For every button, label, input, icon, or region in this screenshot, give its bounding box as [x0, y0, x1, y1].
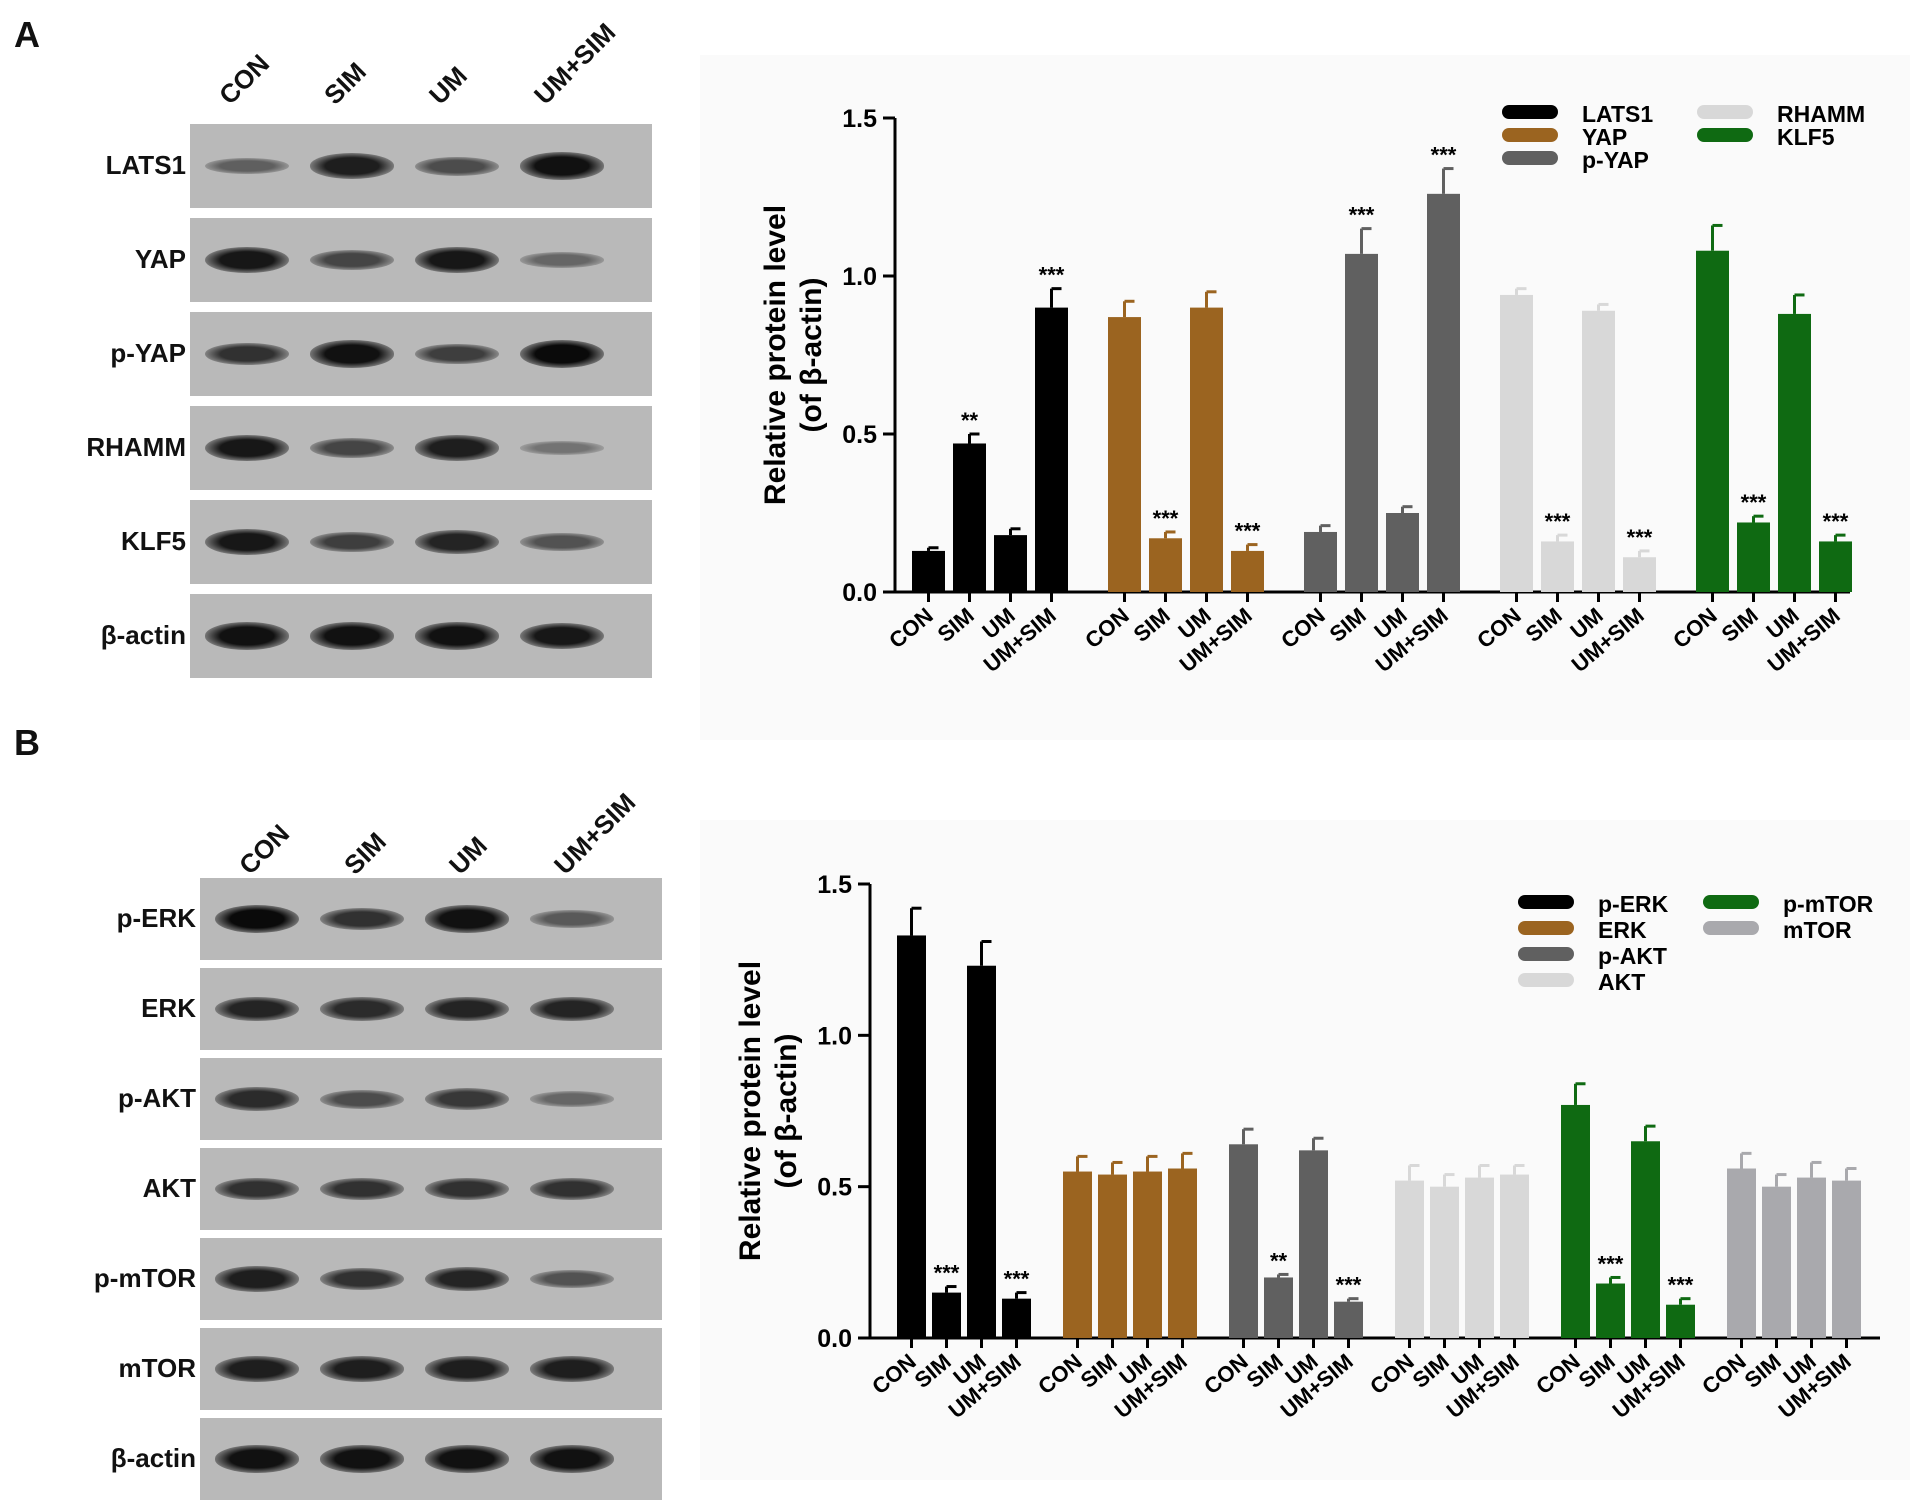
blot-band	[319, 1267, 404, 1291]
blot-band	[214, 905, 299, 933]
blot-band	[309, 438, 394, 458]
blot-row-label: ERK	[141, 993, 196, 1023]
blot-band	[529, 1091, 614, 1107]
lane-label: UM	[423, 60, 473, 111]
blot-band	[414, 343, 499, 365]
blot-row-label: p-mTOR	[93, 1263, 196, 1293]
panel-label-a: A	[14, 14, 40, 55]
chart-a-background	[700, 55, 1910, 740]
blot-row-label: YAP	[134, 244, 186, 274]
blot-row-label: RHAMM	[86, 432, 186, 462]
blot-band	[414, 246, 499, 274]
blot-band	[414, 529, 499, 555]
blot-band	[424, 1356, 509, 1382]
panel-label-b: B	[14, 722, 40, 763]
blot-row-label: AKT	[142, 1173, 196, 1203]
western-blot-a: CON SIM UM UM+SIM LATS1 YAP p-YAP RHAMM KLF5 β-ac…	[0, 0, 680, 690]
blot-row-label: mTOR	[118, 1353, 196, 1383]
blot-band	[519, 252, 604, 268]
blot-row-label: p-AKT	[118, 1083, 196, 1113]
blot-band	[424, 905, 509, 933]
blot-band	[309, 531, 394, 553]
blot-band	[519, 532, 604, 552]
blot-band	[214, 1266, 299, 1292]
blot-band	[204, 434, 289, 462]
lane-label: UM	[443, 830, 493, 881]
blot-band	[519, 152, 604, 180]
blot-band	[214, 1356, 299, 1382]
western-blot-b: CON SIM UM UM+SIM p-ERK ERK p-AKT AKT p-mTOR mTOR…	[0, 760, 690, 1510]
blot-band	[529, 996, 614, 1022]
chart-b-background	[700, 820, 1910, 1480]
lane-label: SIM	[338, 826, 392, 881]
blot-band	[309, 250, 394, 270]
blot-row-label: β-actin	[110, 1443, 196, 1473]
blot-band	[519, 340, 604, 368]
blot-band	[319, 1445, 404, 1473]
blot-band	[214, 1177, 299, 1201]
blot-band	[214, 1445, 299, 1473]
blot-band	[424, 1088, 509, 1110]
blot-band	[204, 528, 289, 556]
blot-band	[319, 1089, 404, 1109]
blot-band	[529, 1177, 614, 1201]
blot-row-label: β-actin	[100, 620, 186, 650]
blot-row-label: LATS1	[105, 150, 186, 180]
blot-band	[414, 622, 499, 650]
blot-row-label: p-YAP	[110, 338, 186, 368]
blot-band	[414, 435, 499, 461]
lane-label: CON	[233, 818, 296, 881]
blot-band	[204, 622, 289, 650]
blot-band	[319, 1356, 404, 1382]
blot-row-label: KLF5	[121, 526, 186, 556]
blot-band	[204, 342, 289, 366]
blot-band	[319, 907, 404, 931]
blot-band	[309, 340, 394, 368]
blot-band	[309, 622, 394, 650]
blot-band	[424, 1177, 509, 1201]
blot-band	[519, 622, 604, 650]
blot-band	[214, 1087, 299, 1111]
lane-label: SIM	[318, 56, 372, 111]
lane-label: CON	[213, 48, 276, 111]
blot-band	[204, 157, 289, 175]
blot-band	[204, 246, 289, 274]
blot-band	[424, 996, 509, 1022]
blot-band	[529, 1356, 614, 1382]
blot-band	[529, 910, 614, 928]
blot-band	[424, 1266, 509, 1292]
blot-band	[424, 1445, 509, 1473]
blot-band	[529, 1269, 614, 1289]
blot-band	[519, 441, 604, 455]
blot-band	[414, 156, 499, 176]
lane-label: UM+SIM	[528, 17, 622, 111]
blot-band	[529, 1445, 614, 1473]
blot-band	[319, 1177, 404, 1201]
lane-label: UM+SIM	[548, 787, 642, 881]
blot-band	[309, 153, 394, 179]
blot-band	[319, 997, 404, 1021]
blot-row-label: p-ERK	[116, 903, 196, 933]
blot-band	[214, 996, 299, 1022]
